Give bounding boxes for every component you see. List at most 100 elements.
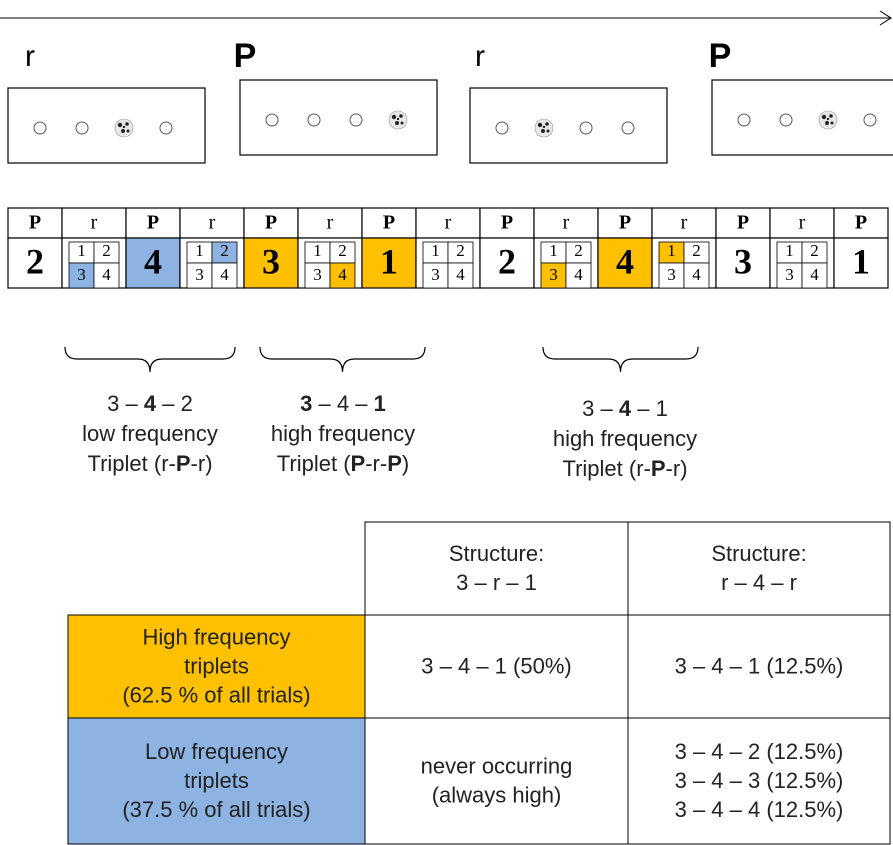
position-number: 3	[262, 241, 280, 281]
dog-spot	[543, 126, 545, 128]
annotation-text: -r-	[365, 451, 387, 476]
position-number: 4	[144, 241, 162, 281]
digit: 2	[338, 241, 347, 260]
digit: 4	[102, 265, 111, 284]
digit: 1	[195, 241, 204, 260]
annotation-text: 4	[144, 391, 157, 416]
location-circle	[864, 114, 876, 126]
digit: 1	[77, 241, 86, 260]
digit: 3	[549, 265, 558, 284]
dog-spot	[827, 118, 829, 120]
trial-label: P	[234, 37, 257, 75]
annotation-text: )	[402, 451, 409, 476]
header-label: r	[327, 212, 334, 234]
annotation-text: 3	[300, 391, 312, 416]
annotation-line: low frequency	[82, 421, 218, 446]
trial-label: P	[709, 37, 732, 75]
digit: 3	[785, 265, 794, 284]
table-cell	[365, 718, 628, 844]
location-circle	[496, 122, 508, 134]
dog-spot	[541, 129, 545, 133]
dog-spot	[127, 130, 130, 133]
trial-label: r	[475, 40, 485, 73]
dog-spot	[121, 129, 125, 133]
digit: 3	[77, 265, 86, 284]
header-label: r	[445, 212, 452, 234]
digit: 2	[692, 241, 701, 260]
header-label: P	[501, 212, 513, 234]
digit: 1	[667, 241, 676, 260]
annotation-text: 3 –	[107, 391, 144, 416]
dog-spot	[401, 122, 404, 125]
row-label: High frequency	[143, 624, 291, 649]
dog-spot	[545, 122, 549, 126]
digit: 4	[574, 265, 583, 284]
annotation-text: 3 –	[582, 396, 619, 421]
digit: 1	[313, 241, 322, 260]
header-label: P	[737, 212, 749, 234]
column-header	[628, 522, 890, 615]
column-label: Structure:	[449, 541, 544, 566]
trial-label: r	[25, 40, 35, 73]
annotation-text: -r)	[666, 456, 688, 481]
column-header	[365, 522, 628, 615]
digit: 3	[431, 265, 440, 284]
cell-text: 3 – 4 – 2 (12.5%)	[675, 739, 844, 764]
digit: 2	[456, 241, 465, 260]
digit: 2	[574, 241, 583, 260]
cell-text: (always high)	[432, 782, 562, 807]
location-circle	[350, 114, 362, 126]
digit: 3	[667, 265, 676, 284]
dog-spot	[399, 114, 403, 118]
dog-spot	[547, 130, 550, 133]
digit: 4	[456, 265, 465, 284]
annotation-text: P	[651, 456, 666, 481]
digit: 3	[313, 265, 322, 284]
digit: 4	[338, 265, 347, 284]
location-circle	[160, 122, 172, 134]
annotation-line: high frequency	[553, 426, 697, 451]
annotation-line: Triplet (P-r-P)	[277, 451, 409, 476]
cell-text: never occurring	[421, 753, 573, 778]
annotation-line: 3 – 4 – 1	[582, 396, 668, 421]
annotation-text: P	[351, 451, 366, 476]
digit: 2	[102, 241, 111, 260]
location-circle	[308, 114, 320, 126]
header-label: P	[265, 212, 277, 234]
dog-spot	[397, 118, 399, 120]
annotation-line: 3 – 4 – 2	[107, 391, 193, 416]
digit: 4	[810, 265, 819, 284]
header-label: P	[855, 212, 867, 234]
annotation-text: low frequency	[82, 421, 218, 446]
dog-spot	[395, 121, 399, 125]
annotation-line: 3 – 4 – 1	[300, 391, 386, 416]
digit: 2	[810, 241, 819, 260]
digit: 1	[431, 241, 440, 260]
location-circle	[622, 122, 634, 134]
digit: 2	[220, 241, 229, 260]
row-label: triplets	[184, 653, 249, 678]
position-number: 1	[852, 241, 870, 281]
digit: 1	[549, 241, 558, 260]
location-circle	[266, 114, 278, 126]
dog-spot	[538, 123, 542, 127]
annotation-text: high frequency	[271, 421, 415, 446]
brace	[260, 347, 425, 372]
location-circle	[76, 122, 88, 134]
location-circle	[738, 114, 750, 126]
header-label: r	[91, 212, 98, 234]
header-label: P	[383, 212, 395, 234]
annotation-text: Triplet (r-	[87, 451, 175, 476]
brace	[65, 347, 235, 372]
location-circle	[580, 122, 592, 134]
header-label: P	[147, 212, 159, 234]
dog-spot	[825, 121, 829, 125]
row-label: (37.5 % of all trials)	[122, 797, 310, 822]
dog-spot	[392, 115, 396, 119]
location-circle	[780, 114, 792, 126]
header-label: r	[799, 212, 806, 234]
column-label: 3 – r – 1	[456, 570, 537, 595]
column-label: Structure:	[711, 541, 806, 566]
annotation-line: Triplet (r-P-r)	[562, 456, 687, 481]
annotation-text: P	[176, 451, 191, 476]
